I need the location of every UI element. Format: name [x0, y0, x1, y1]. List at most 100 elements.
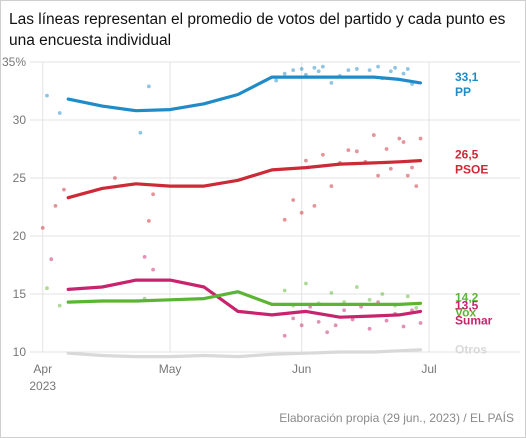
x-tick-label: Apr — [33, 362, 52, 376]
poll-point-sumar — [333, 323, 338, 328]
poll-point-pp — [388, 69, 393, 74]
poll-point-psoe — [397, 136, 402, 141]
y-tick-label: 20 — [13, 229, 27, 243]
series-value-label-vox: 14,2 — [455, 290, 479, 304]
average-line-otros — [66, 348, 423, 359]
poll-point-psoe — [388, 166, 393, 171]
poll-point-sumar — [142, 254, 147, 259]
poll-point-pp — [291, 68, 296, 73]
average-line-sumar — [66, 278, 423, 319]
poll-point-psoe — [53, 203, 58, 208]
poll-point-vox — [367, 297, 372, 302]
poll-point-pp — [376, 64, 380, 69]
series-value-label-pp: 33,1 — [455, 70, 479, 84]
poll-point-vox — [405, 294, 410, 299]
poll-point-pp — [320, 64, 325, 69]
poll-point-pp — [346, 68, 351, 73]
poll-point-pp — [57, 111, 62, 115]
series-name-label-sumar: Sumar — [455, 313, 493, 327]
poll-point-vox — [380, 292, 385, 296]
series-value-label-psoe: 26,5 — [455, 148, 479, 162]
poll-point-psoe — [112, 176, 117, 180]
poll-point-sumar — [350, 317, 355, 322]
series-name-label-psoe: PSOE — [455, 163, 488, 177]
poll-point-pp — [312, 65, 317, 70]
poll-point-sumar — [384, 318, 389, 323]
axes: 10 15 20 25 30 35% Apr 2023 May Jun Jul — [2, 55, 437, 393]
poll-point-psoe — [371, 133, 376, 137]
poll-point-pp — [401, 71, 406, 76]
poll-point-pp — [405, 67, 410, 71]
y-tick-label: 35% — [2, 55, 26, 69]
poll-point-psoe — [282, 217, 287, 222]
poll-point-vox — [57, 303, 62, 308]
poll-point-psoe — [376, 173, 380, 178]
poll-point-vox — [282, 288, 287, 293]
y-tick-label: 10 — [13, 345, 27, 359]
average-lines — [66, 75, 423, 359]
poll-point-psoe — [414, 184, 419, 189]
poll-point-psoe — [346, 148, 351, 153]
poll-point-pp — [282, 71, 287, 76]
poll-point-sumar — [49, 257, 54, 262]
poll-point-sumar — [418, 321, 423, 325]
poll-point-sumar — [299, 323, 304, 328]
y-tick-label: 25 — [13, 171, 27, 185]
poll-point-sumar — [151, 267, 156, 272]
average-line-pp — [66, 75, 423, 113]
series-name-label-vox: Vox — [455, 305, 476, 319]
chart-title: Las líneas representan el promedio de vo… — [9, 11, 506, 49]
x-tick-label: Jun — [292, 362, 311, 376]
poll-point-psoe — [354, 149, 359, 154]
y-tick-label: 30 — [13, 113, 27, 127]
poll-point-psoe — [384, 147, 389, 151]
poll-point-psoe — [405, 173, 410, 178]
x-tick-label: May — [159, 362, 182, 376]
x-tick-label: Jul — [421, 362, 436, 376]
poll-point-pp — [138, 130, 143, 135]
poll-point-psoe — [320, 152, 325, 157]
poll-point-psoe — [146, 219, 151, 223]
poll-point-vox — [304, 281, 308, 286]
poll-point-psoe — [40, 225, 45, 230]
poll-point-pp — [393, 65, 397, 70]
poll-point-sumar — [325, 330, 330, 335]
source-note: Elaboración propia (29 jun., 2023) / EL … — [279, 411, 514, 425]
average-line-psoe — [66, 159, 423, 200]
series-value-label-sumar: 13,5 — [455, 298, 479, 312]
x-tick-sublabel: 2023 — [29, 379, 56, 393]
series-name-label-otros: Otros — [455, 343, 487, 357]
poll-point-psoe — [62, 187, 66, 192]
poll-point-pp — [354, 67, 359, 71]
poll-point-vox — [45, 286, 49, 291]
poll-point-psoe — [401, 140, 406, 144]
poll-point-pp — [299, 67, 304, 71]
poll-point-sumar — [291, 316, 296, 321]
poll-point-vox — [414, 306, 419, 310]
poll-point-sumar — [282, 333, 287, 338]
poll-point-psoe — [418, 136, 423, 141]
average-line-vox — [66, 290, 423, 306]
y-tick-label: 15 — [13, 287, 27, 301]
poll-point-psoe — [299, 210, 304, 215]
poll-point-psoe — [312, 203, 317, 208]
series-name-label-pp: PP — [455, 85, 471, 99]
poll-point-sumar — [316, 319, 321, 324]
poll-point-sumar — [367, 326, 372, 331]
poll-point-pp — [367, 68, 372, 73]
poll-point-pp — [316, 69, 321, 74]
poll-point-sumar — [342, 308, 347, 313]
poll-point-pp — [274, 78, 279, 83]
poll-point-pp — [146, 84, 151, 89]
poll-point-psoe — [151, 192, 156, 197]
poll-point-pp — [329, 80, 334, 85]
poll-point-vox — [329, 290, 334, 295]
poll-point-sumar — [401, 324, 406, 329]
poll-point-psoe — [329, 184, 334, 189]
poll-point-pp — [45, 93, 49, 98]
poll-point-vox — [354, 285, 359, 289]
poll-point-psoe — [410, 165, 414, 170]
